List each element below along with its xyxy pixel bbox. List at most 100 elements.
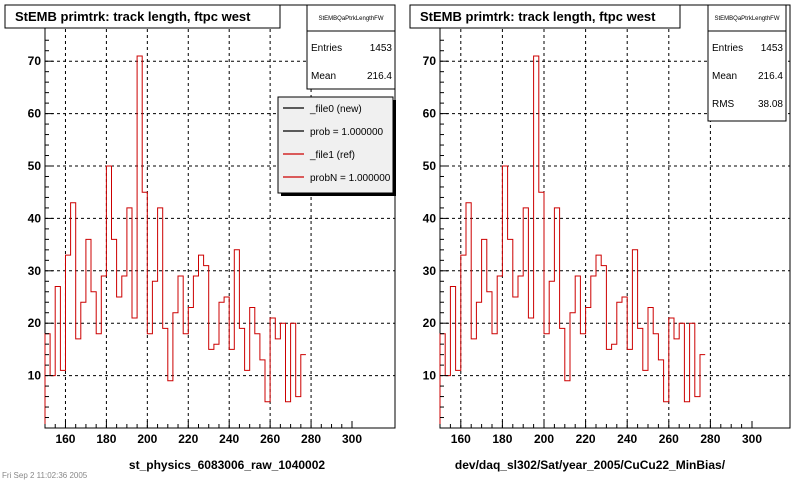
histogram-bin [461, 255, 466, 428]
y-tick-label: 50 [28, 159, 42, 173]
stats-value: 38.08 [758, 99, 783, 110]
histogram-bin [60, 370, 65, 428]
histogram-bin [575, 276, 580, 428]
histogram-bin [466, 203, 471, 428]
histogram-bin [127, 208, 132, 428]
y-tick-label: 70 [423, 54, 437, 68]
histogram-bin [296, 397, 301, 428]
histogram-bin [534, 56, 539, 428]
legend-label: _file1 (ref) [309, 150, 355, 161]
histogram-bin [450, 287, 455, 428]
histogram-bin [513, 297, 518, 428]
x-tick-label: 240 [219, 432, 239, 446]
histogram-bin [96, 334, 101, 428]
x-tick-label: 300 [742, 432, 762, 446]
histogram-bin [601, 266, 606, 428]
chart-title: StEMB primtrk: track length, ftpc west [15, 9, 251, 24]
legend-label: _file0 (new) [309, 104, 362, 115]
histogram-bin [229, 349, 234, 428]
histogram-bin [664, 402, 669, 428]
histogram-bin [627, 349, 632, 428]
stats-label: Entries [712, 43, 743, 54]
x-tick-label: 180 [492, 432, 512, 446]
histogram-bin [224, 297, 229, 428]
x-tick-label: 260 [260, 432, 280, 446]
x-tick-label: 240 [617, 432, 637, 446]
histogram-bin [565, 381, 570, 428]
y-tick-label: 30 [28, 264, 42, 278]
histogram-bin [158, 208, 163, 428]
histogram-bin [523, 208, 528, 428]
histogram-bin [539, 192, 544, 428]
histogram-bin [163, 328, 168, 428]
y-tick-label: 60 [423, 107, 437, 121]
histogram-bin [255, 334, 260, 428]
chart-title: StEMB primtrk: track length, ftpc west [420, 9, 656, 24]
stats-box [707, 4, 787, 122]
histogram-bin [528, 318, 533, 428]
title-box [409, 4, 681, 29]
histogram-bin [178, 276, 183, 428]
histogram-bin [502, 166, 507, 428]
histogram-bin [482, 239, 487, 428]
histogram-series [44, 55, 306, 428]
x-tick-label: 200 [534, 432, 554, 446]
histogram-bin [142, 192, 147, 428]
histogram-bin [612, 344, 617, 428]
stats-label: Mean [311, 71, 336, 82]
histogram-bin [117, 297, 122, 428]
histogram-bin [669, 318, 674, 428]
histogram-bin [91, 292, 96, 428]
histogram-bin [45, 334, 50, 428]
histogram-bin [580, 334, 585, 428]
x-tick-label: 280 [700, 432, 720, 446]
histogram-bin [700, 355, 705, 428]
histogram-bin [674, 339, 679, 428]
x-tick-label: 260 [659, 432, 679, 446]
histogram-bin [285, 402, 290, 428]
histogram-bin [570, 313, 575, 428]
histogram-bin [265, 402, 270, 428]
histogram-bin [638, 328, 643, 428]
histogram-bin [204, 266, 209, 428]
histogram-bin [275, 339, 280, 428]
stats-value: 1453 [370, 43, 393, 54]
legend-label: probN = 1.000000 [310, 173, 391, 184]
x-tick-label: 160 [55, 432, 75, 446]
histogram-bin [622, 297, 627, 428]
histogram-bin [122, 276, 127, 428]
histogram-bin [497, 276, 502, 428]
stats-histogram-name: StEMBQaPtrkLengthFW [318, 16, 383, 22]
histogram-bin [456, 370, 461, 428]
y-tick-label: 40 [423, 211, 437, 225]
histogram-bin [487, 292, 492, 428]
histogram-bin [199, 255, 204, 428]
y-tick-label: 10 [28, 369, 42, 383]
histogram-bin [209, 349, 214, 428]
stats-label: RMS [712, 99, 735, 110]
histogram-bin [245, 370, 250, 428]
histogram-bin [643, 370, 648, 428]
histogram-bin [234, 250, 239, 428]
histogram-panel-2: 160 180 200 220 240 260 280 300 10 20 30 40 50 60 70 de… [409, 4, 791, 472]
histogram-bin [188, 307, 193, 428]
histogram-bin [679, 323, 684, 428]
x-axis-label: dev/daq_sl302/Sat/year_2005/CuCu22_MinBi… [455, 458, 726, 472]
histogram-bin [173, 313, 178, 428]
histogram-bin [591, 276, 596, 428]
y-tick-label: 40 [28, 211, 42, 225]
x-tick-label: 280 [301, 432, 321, 446]
stats-label: Mean [712, 71, 737, 82]
histogram-bin [147, 334, 152, 428]
y-tick-label: 30 [423, 264, 437, 278]
legend-label: prob = 1.000000 [310, 127, 384, 138]
histogram-bin [684, 402, 689, 428]
histogram-bin [214, 344, 219, 428]
histogram-bin [81, 302, 86, 428]
stats-histogram-name: StEMBQaPtrkLengthFW [714, 16, 779, 22]
histogram-bin [112, 239, 117, 428]
histogram-bin [183, 334, 188, 428]
histogram-bin [544, 334, 549, 428]
histogram-bin [653, 334, 658, 428]
histogram-bin [250, 307, 255, 428]
